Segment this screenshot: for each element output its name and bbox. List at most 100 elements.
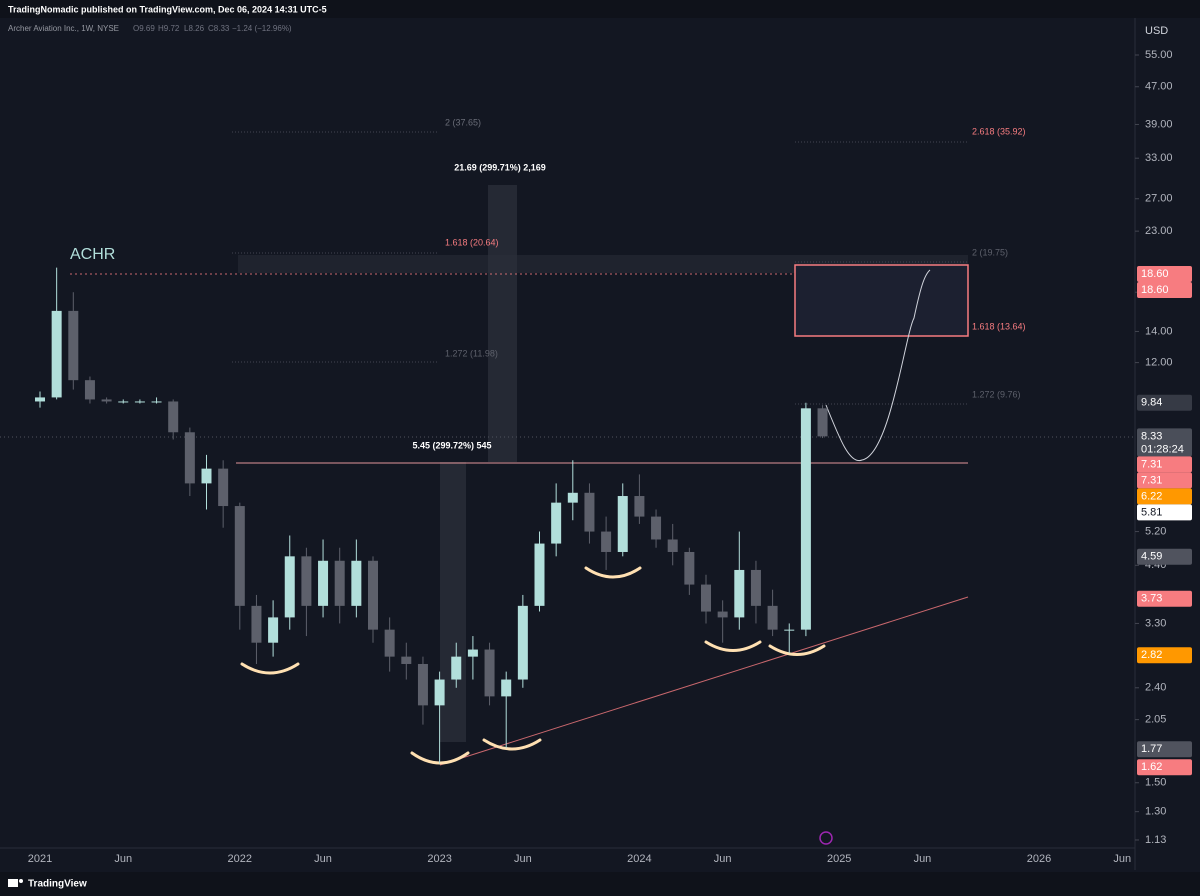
candle-body	[484, 649, 495, 697]
candle-body	[734, 569, 745, 618]
y-tick-label: 39.00	[1145, 118, 1173, 130]
y-tick-label: 12.00	[1145, 357, 1173, 369]
candle-body	[601, 531, 612, 552]
candles	[35, 267, 828, 764]
footer-logo	[8, 879, 23, 887]
legend: Archer Aviation Inc., 1W, NYSE O9.69 H9.…	[8, 24, 292, 33]
price-tag-label: 5.81	[1141, 506, 1162, 518]
y-tick-label: 1.30	[1145, 806, 1166, 818]
fib-label: 1.272 (9.76)	[972, 389, 1021, 399]
smile-arc	[240, 662, 300, 675]
candle-body	[35, 397, 45, 402]
price-tag-label: 4.59	[1141, 551, 1162, 563]
price-tag	[1137, 741, 1192, 758]
x-tick-label: 2023	[427, 853, 451, 865]
smile-arc	[584, 566, 642, 579]
candle-body	[434, 679, 445, 706]
x-tick-label: 2026	[1027, 853, 1051, 865]
price-tag-label: 3.73	[1141, 593, 1162, 605]
price-tag	[1137, 504, 1192, 521]
price-tag-label: 7.31	[1141, 474, 1162, 486]
candle-body	[750, 569, 761, 606]
candle-body	[368, 560, 378, 630]
price-tag	[1137, 266, 1192, 283]
candle-body	[268, 617, 279, 643]
candle-body	[551, 502, 562, 544]
candle-body	[501, 679, 512, 697]
smile-arc	[768, 644, 826, 656]
price-tag-label: 1.77	[1141, 743, 1162, 755]
price-tag	[1137, 488, 1192, 505]
smile-arcs	[240, 566, 826, 765]
candle-body	[701, 584, 711, 612]
fib-label: 2 (37.65)	[445, 117, 481, 127]
candle-body	[334, 560, 345, 606]
legend-low: L8.26	[184, 24, 205, 33]
candle-body	[401, 656, 412, 664]
x-tick-label: Jun	[114, 853, 132, 865]
candle-body	[118, 401, 129, 403]
candle-body	[451, 656, 462, 680]
legend-symbol: Archer Aviation Inc., 1W, NYSE	[8, 24, 119, 33]
price-tag-label: 7.31	[1141, 458, 1162, 470]
price-tag-label: 2.82	[1141, 649, 1162, 661]
y-tick-label: 33.00	[1145, 152, 1173, 164]
price-tag	[1137, 647, 1192, 664]
price-tag	[1137, 282, 1192, 299]
price-tag-label: 18.60	[1141, 268, 1169, 280]
fib-label: 1.272 (11.98)	[445, 348, 498, 358]
x-tick-label: Jun	[1113, 853, 1131, 865]
y-tick-label: 55.00	[1145, 49, 1173, 61]
price-tag-label: 1.62	[1141, 761, 1162, 773]
header: TradingNomadic published on TradingView.…	[8, 4, 327, 14]
x-tick-label: Jun	[714, 853, 732, 865]
y-tick-label: 2.05	[1145, 714, 1166, 726]
candle-body	[301, 556, 312, 606]
fib-label: 1.618 (13.64)	[972, 321, 1026, 331]
footer: TradingView	[28, 879, 87, 890]
price-tag	[1137, 759, 1192, 776]
price-tag-label: 18.60	[1141, 284, 1169, 296]
x-tick-label: 2024	[627, 853, 651, 865]
smile-arc	[482, 738, 542, 751]
candle-body	[534, 543, 545, 606]
candle-body	[318, 560, 329, 606]
y-tick-label: 5.20	[1145, 525, 1166, 537]
drawings	[0, 131, 1135, 845]
fib-label: 2 (19.75)	[972, 247, 1008, 257]
y-tick-label: 23.00	[1145, 225, 1173, 237]
x-tick-label: 2022	[228, 853, 252, 865]
x-tick-label: Jun	[314, 853, 332, 865]
price-tag	[1137, 394, 1192, 411]
measure-label: 21.69 (299.71%) 2,169	[454, 162, 546, 172]
candle-body	[417, 663, 428, 706]
x-tick-label: 2025	[827, 853, 851, 865]
price-tag	[1137, 428, 1192, 457]
logo-dot	[19, 879, 23, 883]
candle-body	[68, 310, 79, 381]
legend-change: −1.24 (−12.96%)	[232, 24, 292, 33]
candle-body	[84, 380, 95, 400]
projection-curve	[825, 269, 931, 462]
price-tag	[1137, 456, 1192, 473]
y-tick-label: 47.00	[1145, 81, 1173, 93]
candle-body	[284, 556, 295, 618]
candle-body	[467, 649, 478, 657]
candle-body	[784, 629, 795, 631]
candle-body	[151, 401, 162, 403]
x-tick-label: 2021	[28, 853, 52, 865]
event-icon[interactable]	[819, 831, 833, 845]
price-tag-label: 8.33	[1141, 430, 1162, 442]
trend-line	[439, 596, 969, 766]
candle-body	[800, 408, 811, 630]
legend-open: O9.69	[133, 24, 155, 33]
y-tick-label: 14.00	[1145, 325, 1173, 337]
candle-body	[634, 496, 645, 517]
legend-close: C8.33	[208, 24, 230, 33]
price-tag-label: 9.84	[1141, 397, 1162, 409]
measure-box	[488, 185, 517, 462]
y-tick-label: 1.13	[1145, 834, 1166, 846]
logo-mark	[8, 879, 18, 887]
target-box	[794, 264, 969, 337]
